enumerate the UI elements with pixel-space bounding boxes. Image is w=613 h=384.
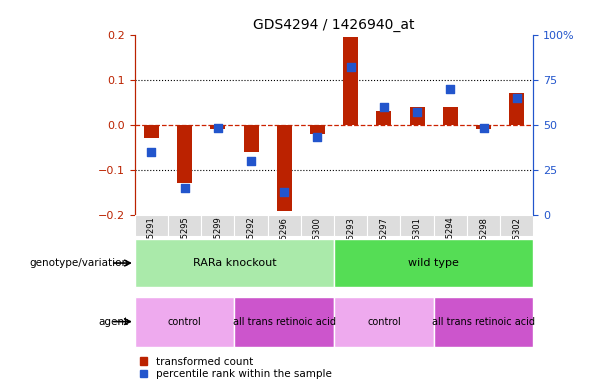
Point [479, 125, 489, 131]
Bar [509, 93, 524, 125]
Text: RARa knockout: RARa knockout [192, 258, 276, 268]
Point [147, 149, 156, 155]
Text: all trans retinoic acid: all trans retinoic acid [233, 316, 336, 327]
Text: GSM775296: GSM775296 [280, 217, 289, 268]
Point [512, 95, 522, 101]
Bar [243, 125, 259, 152]
FancyBboxPatch shape [334, 239, 533, 287]
FancyBboxPatch shape [135, 239, 334, 287]
FancyBboxPatch shape [268, 215, 301, 236]
Bar [409, 107, 425, 125]
Text: GSM775297: GSM775297 [379, 217, 389, 268]
FancyBboxPatch shape [201, 215, 234, 236]
FancyBboxPatch shape [234, 296, 334, 347]
Bar [376, 111, 391, 125]
Bar [476, 125, 491, 129]
FancyBboxPatch shape [367, 215, 400, 236]
Bar [443, 107, 458, 125]
Point [280, 189, 289, 195]
Point [379, 104, 389, 110]
FancyBboxPatch shape [135, 215, 168, 236]
Text: GSM775300: GSM775300 [313, 217, 322, 268]
FancyBboxPatch shape [301, 215, 334, 236]
Text: GSM775291: GSM775291 [147, 217, 156, 268]
FancyBboxPatch shape [168, 215, 201, 236]
Text: control: control [367, 316, 401, 327]
Text: GSM775292: GSM775292 [246, 217, 256, 268]
Point [346, 64, 356, 70]
Legend: transformed count, percentile rank within the sample: transformed count, percentile rank withi… [140, 357, 332, 379]
FancyBboxPatch shape [433, 296, 533, 347]
FancyBboxPatch shape [467, 215, 500, 236]
Text: GSM775301: GSM775301 [413, 217, 422, 268]
Text: GSM775298: GSM775298 [479, 217, 488, 268]
Text: genotype/variation: genotype/variation [29, 258, 129, 268]
Bar [144, 125, 159, 138]
Text: control: control [168, 316, 202, 327]
Text: agent: agent [99, 316, 129, 327]
FancyBboxPatch shape [234, 215, 268, 236]
Text: GSM775299: GSM775299 [213, 217, 223, 268]
FancyBboxPatch shape [334, 215, 367, 236]
FancyBboxPatch shape [400, 215, 433, 236]
Bar [177, 125, 192, 184]
Point [313, 134, 322, 141]
Text: GSM775295: GSM775295 [180, 217, 189, 268]
Text: GSM775302: GSM775302 [512, 217, 521, 268]
Point [246, 158, 256, 164]
Point [446, 86, 455, 92]
Title: GDS4294 / 1426940_at: GDS4294 / 1426940_at [253, 18, 415, 32]
Bar [210, 125, 226, 129]
Point [180, 185, 189, 191]
FancyBboxPatch shape [433, 215, 467, 236]
Text: GSM775293: GSM775293 [346, 217, 355, 268]
FancyBboxPatch shape [135, 296, 234, 347]
FancyBboxPatch shape [500, 215, 533, 236]
Text: wild type: wild type [408, 258, 459, 268]
Bar [310, 125, 325, 134]
FancyBboxPatch shape [334, 296, 433, 347]
Bar [343, 37, 358, 125]
Text: all trans retinoic acid: all trans retinoic acid [432, 316, 535, 327]
Point [412, 109, 422, 115]
Point [213, 125, 223, 131]
Text: GSM775294: GSM775294 [446, 217, 455, 268]
Bar [277, 125, 292, 210]
